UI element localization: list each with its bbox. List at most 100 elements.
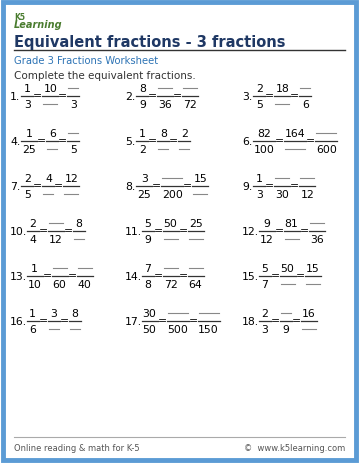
Text: =: = bbox=[183, 181, 192, 191]
Text: 9: 9 bbox=[139, 100, 146, 110]
Text: 2: 2 bbox=[181, 129, 188, 139]
Text: 3: 3 bbox=[261, 324, 268, 334]
Text: 1: 1 bbox=[139, 129, 146, 139]
Text: 2: 2 bbox=[24, 174, 31, 184]
Text: =: = bbox=[38, 225, 48, 236]
Text: 150: 150 bbox=[198, 324, 219, 334]
Text: 8: 8 bbox=[71, 308, 78, 319]
Text: 82: 82 bbox=[257, 129, 271, 139]
Text: =: = bbox=[158, 315, 167, 325]
Text: 15: 15 bbox=[306, 263, 320, 274]
Text: =: = bbox=[54, 181, 64, 191]
Text: 3: 3 bbox=[50, 308, 57, 319]
Text: 9: 9 bbox=[282, 324, 289, 334]
Text: =: = bbox=[178, 270, 188, 281]
Text: 3.: 3. bbox=[242, 92, 252, 102]
Text: 25: 25 bbox=[23, 144, 36, 155]
Text: =: = bbox=[42, 270, 52, 281]
Text: 15: 15 bbox=[194, 174, 207, 184]
Text: 8: 8 bbox=[139, 84, 146, 94]
Text: 3: 3 bbox=[24, 100, 31, 110]
Text: 3: 3 bbox=[70, 100, 77, 110]
Text: 40: 40 bbox=[78, 279, 92, 289]
Text: Learning: Learning bbox=[14, 20, 62, 30]
Text: 600: 600 bbox=[316, 144, 337, 155]
Text: 4: 4 bbox=[45, 174, 52, 184]
Text: =: = bbox=[64, 225, 73, 236]
Text: =: = bbox=[58, 91, 67, 101]
Text: 4.: 4. bbox=[10, 137, 20, 147]
Text: =: = bbox=[306, 136, 316, 146]
Text: 25: 25 bbox=[137, 189, 151, 200]
Text: Complete the equivalent fractions.: Complete the equivalent fractions. bbox=[14, 71, 196, 81]
Text: =: = bbox=[154, 225, 163, 236]
Text: =: = bbox=[265, 181, 275, 191]
Text: 2: 2 bbox=[261, 308, 268, 319]
Text: 2: 2 bbox=[29, 219, 36, 229]
Text: 1: 1 bbox=[29, 308, 36, 319]
Text: 13.: 13. bbox=[10, 271, 27, 282]
Text: 5: 5 bbox=[70, 144, 77, 155]
Text: 18: 18 bbox=[275, 84, 289, 94]
Text: 8: 8 bbox=[160, 129, 167, 139]
Text: 2.: 2. bbox=[125, 92, 135, 102]
Text: 72: 72 bbox=[183, 100, 197, 110]
Text: 7: 7 bbox=[261, 279, 268, 289]
Text: =: = bbox=[154, 270, 163, 281]
Text: 8: 8 bbox=[75, 219, 82, 229]
Text: 10: 10 bbox=[28, 279, 42, 289]
Text: 5: 5 bbox=[256, 100, 263, 110]
Text: Online reading & math for K-5: Online reading & math for K-5 bbox=[14, 443, 140, 452]
Text: =: = bbox=[295, 270, 305, 281]
Text: =: = bbox=[37, 136, 46, 146]
Text: 16: 16 bbox=[302, 308, 316, 319]
Text: 15.: 15. bbox=[242, 271, 259, 282]
Text: 12.: 12. bbox=[242, 226, 259, 237]
Text: K5: K5 bbox=[14, 13, 25, 22]
Text: =: = bbox=[275, 225, 284, 236]
Text: 36: 36 bbox=[159, 100, 172, 110]
Text: 11.: 11. bbox=[125, 226, 142, 237]
Text: 12: 12 bbox=[65, 174, 78, 184]
Text: =: = bbox=[292, 315, 301, 325]
Text: 25: 25 bbox=[189, 219, 202, 229]
Text: 12: 12 bbox=[300, 189, 314, 200]
Text: =: = bbox=[38, 315, 48, 325]
Text: =: = bbox=[33, 181, 42, 191]
Text: 9.: 9. bbox=[242, 181, 252, 192]
Text: Grade 3 Fractions Worksheet: Grade 3 Fractions Worksheet bbox=[14, 56, 158, 66]
FancyBboxPatch shape bbox=[3, 3, 356, 460]
Text: 14.: 14. bbox=[125, 271, 142, 282]
Text: =: = bbox=[271, 270, 280, 281]
Text: 17.: 17. bbox=[125, 316, 142, 326]
Text: =: = bbox=[148, 91, 158, 101]
Text: 12: 12 bbox=[49, 234, 62, 244]
Text: 500: 500 bbox=[167, 324, 188, 334]
Text: 18.: 18. bbox=[242, 316, 259, 326]
Text: 100: 100 bbox=[254, 144, 275, 155]
Text: 12: 12 bbox=[260, 234, 274, 244]
Text: 1: 1 bbox=[31, 263, 38, 274]
Text: 72: 72 bbox=[164, 279, 177, 289]
Text: 1: 1 bbox=[256, 174, 263, 184]
Text: 50: 50 bbox=[143, 324, 157, 334]
Text: 9: 9 bbox=[263, 219, 270, 229]
Text: 8: 8 bbox=[144, 279, 151, 289]
Text: 81: 81 bbox=[285, 219, 298, 229]
Text: 6.: 6. bbox=[242, 137, 252, 147]
Text: 7.: 7. bbox=[10, 181, 20, 192]
Text: =: = bbox=[152, 181, 162, 191]
Text: 10.: 10. bbox=[10, 226, 27, 237]
Text: 2: 2 bbox=[139, 144, 146, 155]
Text: =: = bbox=[169, 136, 178, 146]
Text: 7: 7 bbox=[144, 263, 151, 274]
Text: 3: 3 bbox=[256, 189, 263, 200]
Text: 9: 9 bbox=[144, 234, 151, 244]
Text: 164: 164 bbox=[285, 129, 306, 139]
Text: Equivalent fractions - 3 fractions: Equivalent fractions - 3 fractions bbox=[14, 35, 285, 50]
Text: 8.: 8. bbox=[125, 181, 135, 192]
Text: 1: 1 bbox=[24, 84, 31, 94]
Text: =: = bbox=[67, 270, 77, 281]
Text: 3: 3 bbox=[141, 174, 148, 184]
Text: 5: 5 bbox=[261, 263, 268, 274]
